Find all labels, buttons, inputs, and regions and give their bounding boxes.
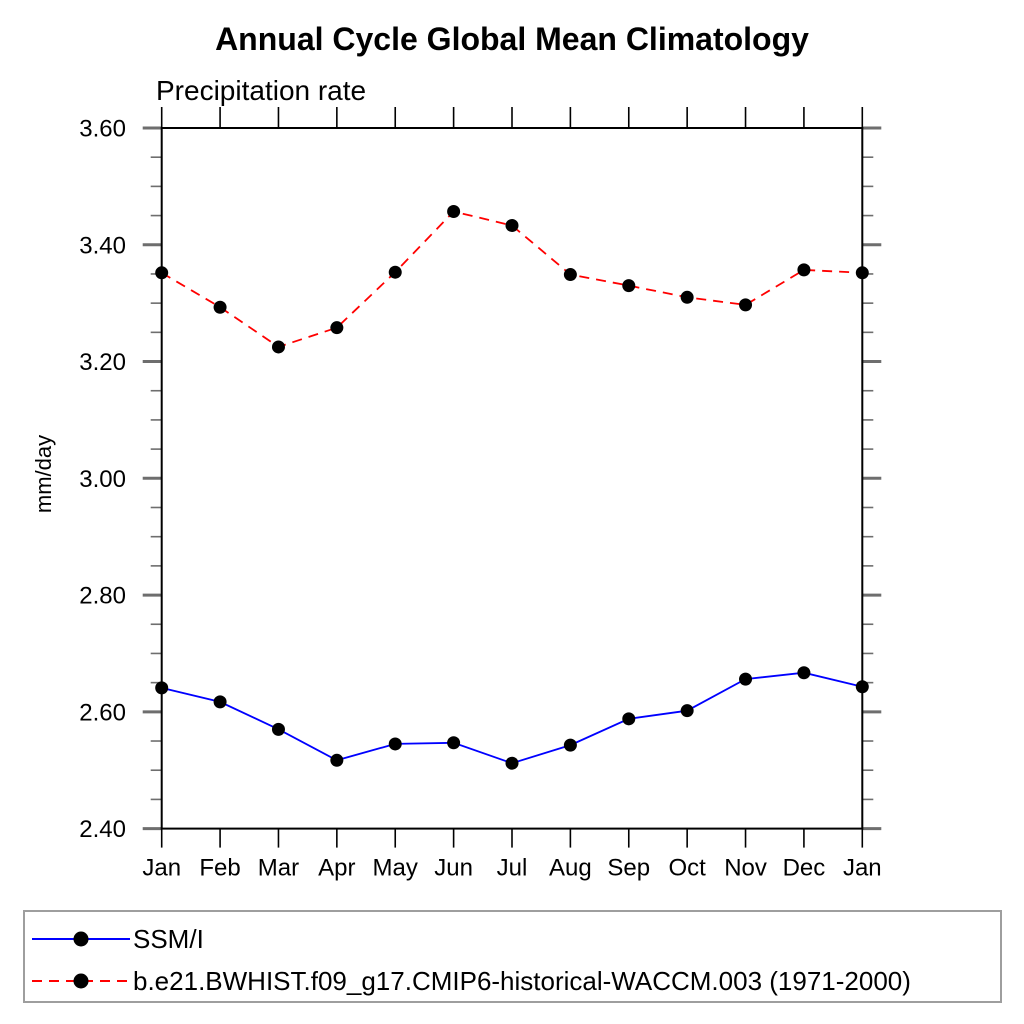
data-point-marker bbox=[388, 265, 402, 279]
data-point-marker bbox=[271, 340, 285, 354]
y-tick-label: 3.20 bbox=[79, 349, 126, 376]
legend-label-model: b.e21.BWHIST.f09_g17.CMIP6-historical-WA… bbox=[133, 966, 911, 996]
chart-title: Annual Cycle Global Mean Climatology bbox=[215, 21, 809, 57]
legend-entry-ssmi: SSM/I bbox=[29, 921, 204, 957]
data-point-marker bbox=[563, 738, 577, 752]
data-point-marker bbox=[563, 268, 577, 282]
series-line-0 bbox=[161, 671, 863, 765]
x-tick-label: Sep bbox=[607, 855, 650, 882]
x-tick-label: Jan bbox=[142, 855, 181, 882]
chart-subtitle: Precipitation rate bbox=[156, 75, 367, 106]
x-tick-label: May bbox=[373, 855, 418, 882]
x-tick-label: Dec bbox=[783, 855, 826, 882]
legend-line-sample-model bbox=[32, 973, 130, 989]
legend-entry-model: b.e21.BWHIST.f09_g17.CMIP6-historical-WA… bbox=[29, 963, 911, 999]
y-tick-label: 2.40 bbox=[79, 816, 126, 843]
y-tick-label: 3.40 bbox=[79, 232, 126, 259]
data-point-marker bbox=[271, 722, 285, 736]
data-point-marker bbox=[330, 753, 344, 767]
data-point-marker bbox=[505, 219, 519, 233]
legend-box: SSM/I b.e21.BWHIST.f09_g17.CMIP6-histori… bbox=[23, 910, 1002, 1003]
data-point-marker bbox=[213, 695, 227, 709]
data-point-marker bbox=[447, 736, 461, 750]
plot-area: 3.60 3.40 3.20 3.00 2.80 2.60 2.40 Jan Feb Mar Apr… bbox=[79, 107, 882, 882]
y-tick-label: 3.60 bbox=[79, 116, 126, 143]
legend-marker-icon bbox=[73, 973, 89, 989]
legend-marker-icon bbox=[73, 931, 89, 947]
x-tick-label: Jun bbox=[434, 855, 473, 882]
data-point-marker bbox=[155, 681, 169, 695]
data-point-marker bbox=[213, 300, 227, 314]
data-point-marker bbox=[797, 263, 811, 277]
y-tick-label: 2.60 bbox=[79, 699, 126, 726]
data-point-marker bbox=[447, 204, 461, 218]
legend-label-ssmi: SSM/I bbox=[133, 924, 204, 954]
legend-line-sample-ssmi bbox=[32, 931, 130, 947]
x-tick-label: Feb bbox=[199, 855, 240, 882]
x-tick-label: Oct bbox=[668, 855, 706, 882]
y-tick-label: 2.80 bbox=[79, 583, 126, 610]
data-point-marker bbox=[680, 290, 694, 304]
data-point-marker bbox=[155, 266, 169, 280]
x-tick-label: Apr bbox=[318, 855, 355, 882]
data-point-marker bbox=[680, 704, 694, 718]
data-point-marker bbox=[855, 266, 869, 280]
data-point-marker bbox=[388, 737, 402, 751]
data-point-marker bbox=[739, 672, 753, 686]
data-point-marker bbox=[622, 712, 636, 726]
data-point-marker bbox=[330, 321, 344, 335]
x-tick-label: Jan bbox=[843, 855, 882, 882]
x-tick-label: Aug bbox=[549, 855, 592, 882]
plot-frame bbox=[160, 127, 864, 830]
data-point-marker bbox=[855, 680, 869, 694]
data-point-marker bbox=[505, 756, 519, 770]
x-tick-label: Mar bbox=[258, 855, 299, 882]
x-tick-label: Jul bbox=[497, 855, 528, 882]
data-point-marker bbox=[797, 666, 811, 680]
y-tick-label: 3.00 bbox=[79, 466, 126, 493]
x-tick-label: Nov bbox=[724, 855, 767, 882]
data-point-marker bbox=[739, 298, 753, 312]
data-point-marker bbox=[622, 279, 636, 293]
